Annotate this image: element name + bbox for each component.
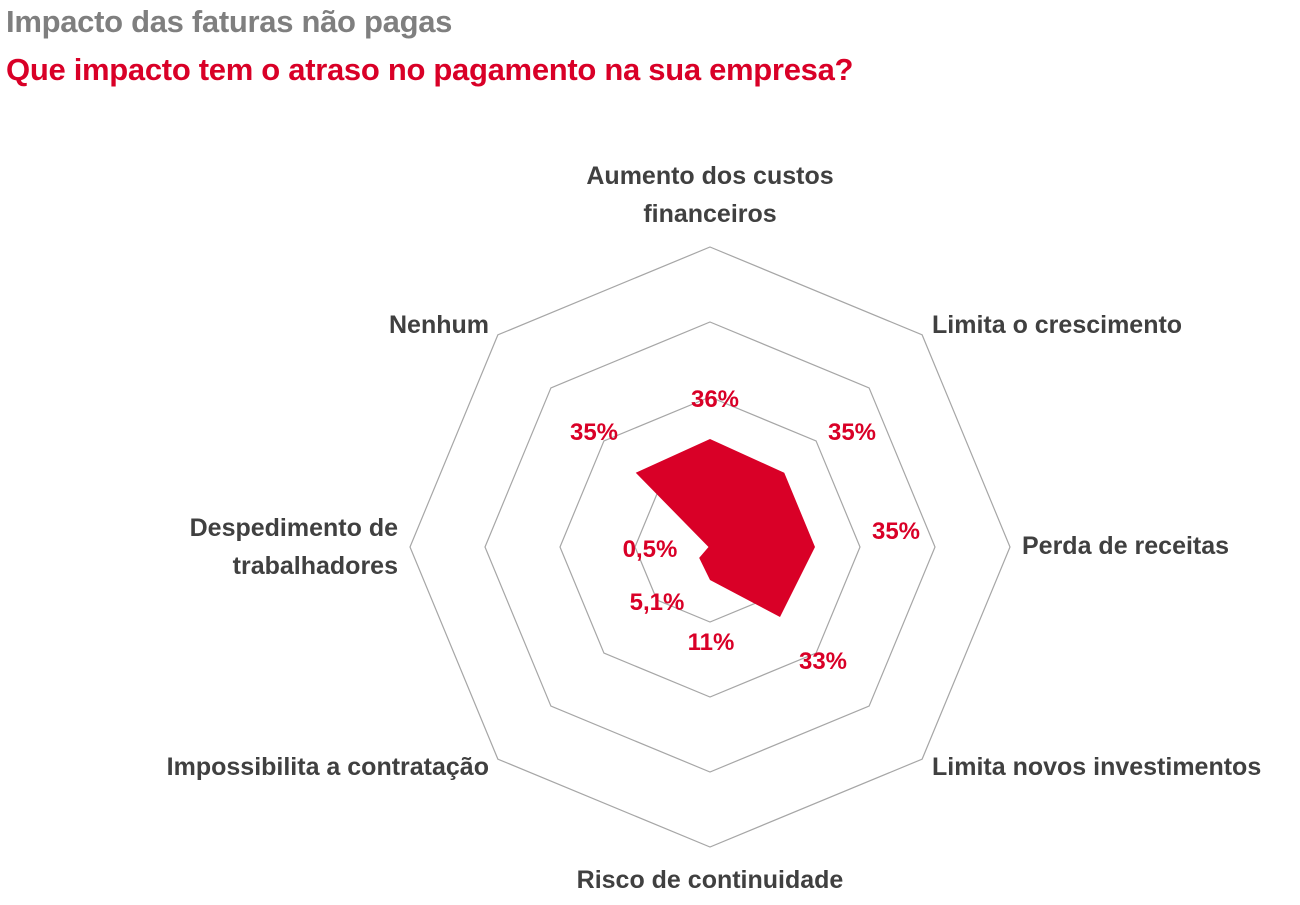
category-label-5: Risco de continuidade — [577, 866, 844, 894]
category-label-7: Despedimento de trabalhadores — [190, 514, 398, 580]
category-label-4: Limita novos investimentos — [932, 753, 1261, 781]
category-label-3: Perda de receitas — [1022, 532, 1229, 560]
value-label-6: 5,1% — [630, 589, 685, 616]
category-label-2: Limita o crescimento — [932, 311, 1182, 339]
category-label-1: Aumento dos custos financeiros — [586, 162, 833, 228]
grid-ring-4 — [409, 246, 1011, 848]
value-label-2: 35% — [828, 419, 876, 446]
value-label-3: 35% — [872, 518, 920, 545]
value-label-8: 35% — [570, 419, 618, 446]
value-label-5: 11% — [688, 629, 735, 656]
category-label-6: Impossibilita a contratação — [167, 753, 489, 781]
grid-ring-3 — [484, 321, 936, 773]
value-label-4: 33% — [799, 648, 847, 675]
grid-ring-2 — [559, 396, 861, 698]
chart-subtitle: Que impacto tem o atraso no pagamento na… — [6, 52, 854, 87]
value-label-1: 36% — [691, 386, 739, 413]
chart-title: Impacto das faturas não pagas — [6, 4, 453, 39]
value-label-7: 0,5% — [623, 536, 678, 563]
category-label-8: Nenhum — [389, 311, 489, 339]
data-area — [635, 439, 815, 618]
